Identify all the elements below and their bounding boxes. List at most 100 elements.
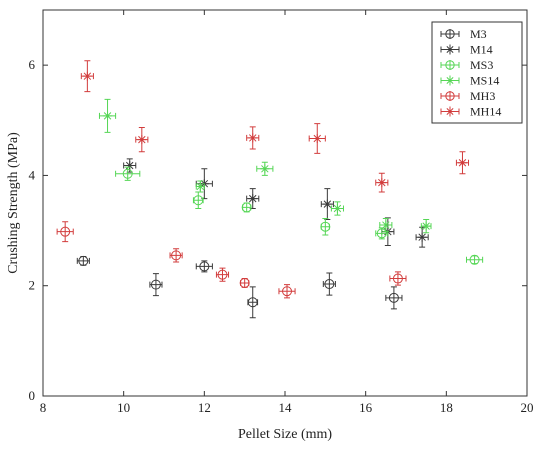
asterisk-marker bbox=[445, 45, 455, 54]
series-mh14 bbox=[80, 60, 470, 193]
legend-entry-mh14: MH14 bbox=[440, 105, 501, 119]
data-point bbox=[239, 277, 250, 288]
error-bar bbox=[278, 284, 296, 299]
asterisk-marker bbox=[312, 133, 322, 143]
data-point bbox=[246, 188, 260, 210]
x-tick-label: 16 bbox=[359, 400, 373, 415]
asterisk-marker bbox=[322, 199, 332, 209]
series-mh3 bbox=[56, 221, 407, 299]
circle-marker bbox=[193, 195, 204, 206]
legend-label: MS14 bbox=[470, 74, 499, 88]
data-point bbox=[330, 201, 344, 216]
asterisk-marker bbox=[248, 133, 258, 143]
error-bar bbox=[322, 272, 336, 296]
circle-marker bbox=[469, 254, 480, 265]
error-bar bbox=[195, 260, 213, 273]
asterisk-marker bbox=[137, 135, 147, 145]
data-point bbox=[420, 219, 432, 234]
legend-entry-m14: M14 bbox=[440, 43, 493, 57]
asterisk-marker bbox=[445, 107, 455, 116]
x-tick-label: 20 bbox=[521, 400, 534, 415]
y-axis-label: Crushing Strength (MPa) bbox=[6, 132, 21, 274]
y-tick-label: 6 bbox=[29, 57, 36, 72]
series-ms14 bbox=[98, 98, 432, 234]
series-ms3 bbox=[115, 166, 484, 265]
circle-marker bbox=[324, 279, 335, 290]
data-point bbox=[195, 260, 213, 273]
legend-entry-ms14: MS14 bbox=[440, 74, 499, 88]
data-point bbox=[415, 226, 429, 248]
legend-label: M14 bbox=[470, 43, 493, 57]
circle-marker bbox=[392, 273, 403, 284]
circle-marker bbox=[239, 277, 250, 288]
y-tick-label: 0 bbox=[29, 388, 36, 403]
error-bar bbox=[466, 255, 484, 265]
error-bar bbox=[169, 248, 183, 263]
asterisk-marker bbox=[377, 178, 387, 188]
data-point bbox=[322, 272, 336, 296]
data-point bbox=[455, 151, 470, 175]
error-bar bbox=[115, 166, 141, 181]
legend-label: MH3 bbox=[470, 89, 495, 103]
data-point bbox=[98, 98, 117, 133]
circle-marker bbox=[199, 261, 210, 272]
data-point bbox=[195, 180, 205, 193]
x-tick-label: 10 bbox=[117, 400, 130, 415]
circle-marker bbox=[122, 168, 133, 179]
data-point bbox=[389, 271, 407, 286]
data-point bbox=[192, 191, 204, 210]
circle-marker bbox=[247, 297, 258, 308]
legend-entry-m3: M3 bbox=[440, 27, 487, 41]
data-points bbox=[56, 60, 484, 319]
y-tick-label: 4 bbox=[29, 167, 36, 182]
circle-marker bbox=[150, 279, 161, 290]
circle-marker bbox=[171, 250, 182, 261]
circle-marker bbox=[445, 60, 455, 70]
asterisk-marker bbox=[248, 194, 258, 204]
data-point bbox=[169, 248, 183, 263]
legend-entry-ms3: MS3 bbox=[440, 58, 493, 72]
error-bar bbox=[389, 271, 407, 286]
data-point bbox=[115, 166, 141, 181]
asterisk-marker bbox=[195, 181, 205, 191]
data-point bbox=[215, 267, 230, 282]
data-point bbox=[135, 126, 149, 153]
data-point bbox=[385, 286, 403, 310]
legend-label: M3 bbox=[470, 27, 487, 41]
circle-marker bbox=[445, 29, 455, 39]
circle-marker bbox=[78, 255, 89, 266]
asterisk-marker bbox=[457, 158, 467, 168]
legend-swatch bbox=[440, 29, 460, 39]
data-point bbox=[320, 188, 334, 221]
error-bar bbox=[215, 267, 230, 282]
data-point bbox=[80, 60, 94, 93]
data-point bbox=[56, 221, 74, 243]
data-point bbox=[256, 161, 274, 176]
x-tick-label: 14 bbox=[279, 400, 293, 415]
data-point bbox=[149, 273, 163, 297]
legend-label: MH14 bbox=[470, 105, 501, 119]
circle-marker bbox=[241, 202, 252, 213]
legend-swatch bbox=[440, 91, 460, 101]
error-bar bbox=[385, 286, 403, 310]
data-point bbox=[308, 123, 326, 154]
legend-entry-mh3: MH3 bbox=[440, 89, 495, 103]
legend-box bbox=[431, 21, 523, 124]
data-point bbox=[278, 284, 296, 299]
asterisk-marker bbox=[417, 232, 427, 242]
asterisk-marker bbox=[381, 220, 391, 230]
legend-label: MS3 bbox=[470, 58, 493, 72]
error-bar bbox=[56, 221, 74, 243]
circle-marker bbox=[217, 269, 228, 280]
data-point bbox=[246, 126, 260, 150]
x-axis-label: Pellet Size (mm) bbox=[238, 427, 332, 442]
x-tick-label: 8 bbox=[40, 400, 47, 415]
error-bar bbox=[247, 286, 259, 319]
data-point bbox=[320, 217, 331, 236]
circle-marker bbox=[60, 226, 71, 237]
data-point bbox=[375, 172, 389, 193]
error-bar bbox=[375, 227, 389, 240]
asterisk-marker bbox=[421, 221, 431, 231]
legend-swatch bbox=[440, 60, 460, 70]
